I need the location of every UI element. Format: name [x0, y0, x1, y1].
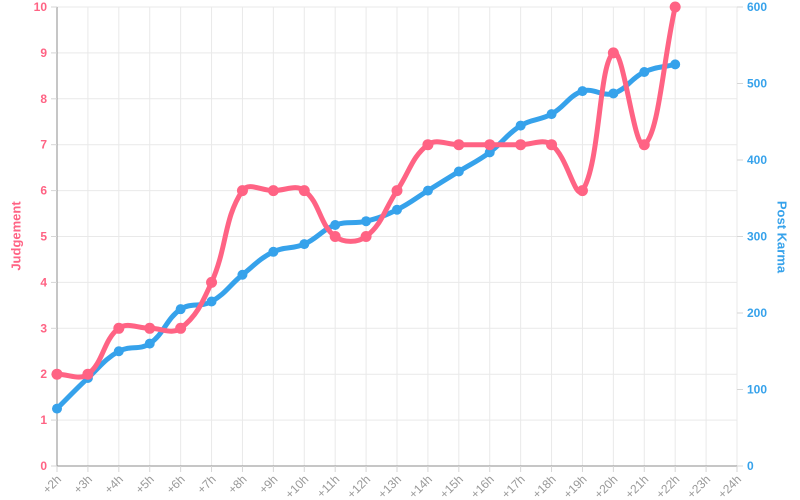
- series-point-post-karma[interactable]: [361, 216, 372, 227]
- series-point-judgement[interactable]: [175, 322, 187, 334]
- x-tick-label: +5h: [133, 472, 157, 496]
- y-left-tick-label: 2: [40, 367, 47, 381]
- x-tick-label: +4h: [102, 472, 126, 496]
- x-tick-label: +19h: [561, 472, 590, 500]
- series-point-judgement[interactable]: [236, 185, 248, 197]
- y-right-tick-label: 100: [747, 383, 767, 397]
- series-point-judgement[interactable]: [607, 47, 619, 59]
- x-tick-label: +20h: [591, 472, 620, 500]
- series-point-judgement[interactable]: [82, 368, 94, 380]
- series-point-post-karma[interactable]: [175, 304, 186, 315]
- series-point-judgement[interactable]: [206, 276, 218, 288]
- series-point-judgement[interactable]: [298, 185, 310, 197]
- series-point-post-karma[interactable]: [639, 67, 650, 78]
- y-left-tick-label: 8: [40, 92, 47, 106]
- x-tick-label: +6h: [163, 472, 187, 496]
- series-point-judgement[interactable]: [484, 139, 496, 151]
- y-left-tick-label: 5: [40, 230, 47, 244]
- x-tick-label: +16h: [468, 472, 497, 500]
- x-tick-label: +23h: [684, 472, 713, 500]
- series-point-post-karma[interactable]: [453, 166, 464, 177]
- x-tick-label: +11h: [314, 472, 342, 500]
- series-point-post-karma[interactable]: [237, 269, 248, 280]
- series-point-post-karma[interactable]: [546, 109, 557, 120]
- x-tick-label: +21h: [622, 472, 651, 500]
- y-right-tick-label: 200: [747, 306, 767, 320]
- series-point-judgement[interactable]: [546, 139, 558, 151]
- y-left-tick-label: 9: [40, 46, 47, 60]
- x-tick-label: +15h: [437, 472, 466, 500]
- series-point-judgement[interactable]: [422, 139, 434, 151]
- x-tick-label: +14h: [406, 472, 435, 500]
- x-tick-label: +17h: [499, 472, 528, 500]
- series-point-post-karma[interactable]: [515, 120, 526, 131]
- y-left-tick-label: 0: [40, 459, 47, 473]
- series-point-post-karma[interactable]: [577, 86, 588, 97]
- x-tick-label: +8h: [225, 472, 249, 496]
- series-point-judgement[interactable]: [515, 139, 527, 151]
- x-tick-label: +22h: [653, 472, 682, 500]
- series-point-post-karma[interactable]: [422, 185, 433, 196]
- series-point-judgement[interactable]: [360, 231, 372, 242]
- x-tick-label: +18h: [530, 472, 559, 500]
- series-point-post-karma[interactable]: [299, 239, 310, 250]
- series-point-post-karma[interactable]: [144, 338, 155, 349]
- series-point-judgement[interactable]: [144, 322, 156, 334]
- series-point-judgement[interactable]: [669, 1, 681, 13]
- y-right-tick-label: 300: [747, 230, 767, 244]
- series-point-judgement[interactable]: [329, 231, 341, 242]
- y-left-tick-label: 7: [40, 138, 47, 152]
- x-tick-label: +9h: [256, 472, 280, 496]
- x-tick-label: +3h: [71, 472, 95, 496]
- y-left-tick-label: 10: [34, 0, 48, 14]
- y-right-tick-label: 400: [747, 153, 767, 167]
- series-point-judgement[interactable]: [113, 322, 125, 334]
- y-left-tick-label: 6: [40, 184, 47, 198]
- y-right-tick-label: 600: [747, 0, 767, 14]
- series-point-post-karma[interactable]: [670, 59, 681, 70]
- y-right-tick-label: 0: [747, 459, 754, 473]
- series-point-judgement[interactable]: [638, 139, 650, 151]
- x-tick-label: +12h: [344, 472, 373, 500]
- series-point-judgement[interactable]: [267, 185, 279, 197]
- x-tick-label: +2h: [40, 472, 64, 496]
- series-point-post-karma[interactable]: [52, 403, 62, 414]
- series-point-post-karma[interactable]: [484, 147, 495, 158]
- series-line-judgement: [54, 4, 678, 380]
- y-right-tick-label: 500: [747, 77, 767, 91]
- series-point-post-karma[interactable]: [268, 246, 279, 257]
- x-tick-label: +24h: [715, 472, 744, 500]
- series-point-post-karma[interactable]: [608, 88, 619, 99]
- series-point-judgement[interactable]: [453, 139, 465, 151]
- y-left-tick-label: 3: [40, 321, 47, 335]
- x-tick-label: +10h: [282, 472, 311, 500]
- series-point-judgement[interactable]: [51, 368, 63, 380]
- series-point-judgement[interactable]: [391, 185, 403, 197]
- x-tick-label: +13h: [375, 472, 404, 500]
- series-point-post-karma[interactable]: [206, 296, 217, 307]
- y-left-tick-label: 4: [40, 275, 47, 289]
- series-point-post-karma[interactable]: [392, 204, 402, 215]
- series-point-judgement[interactable]: [576, 185, 588, 197]
- series-point-post-karma[interactable]: [330, 220, 341, 231]
- series-point-post-karma[interactable]: [113, 346, 124, 357]
- y-left-tick-label: 1: [40, 413, 47, 427]
- x-tick-label: +7h: [194, 472, 218, 496]
